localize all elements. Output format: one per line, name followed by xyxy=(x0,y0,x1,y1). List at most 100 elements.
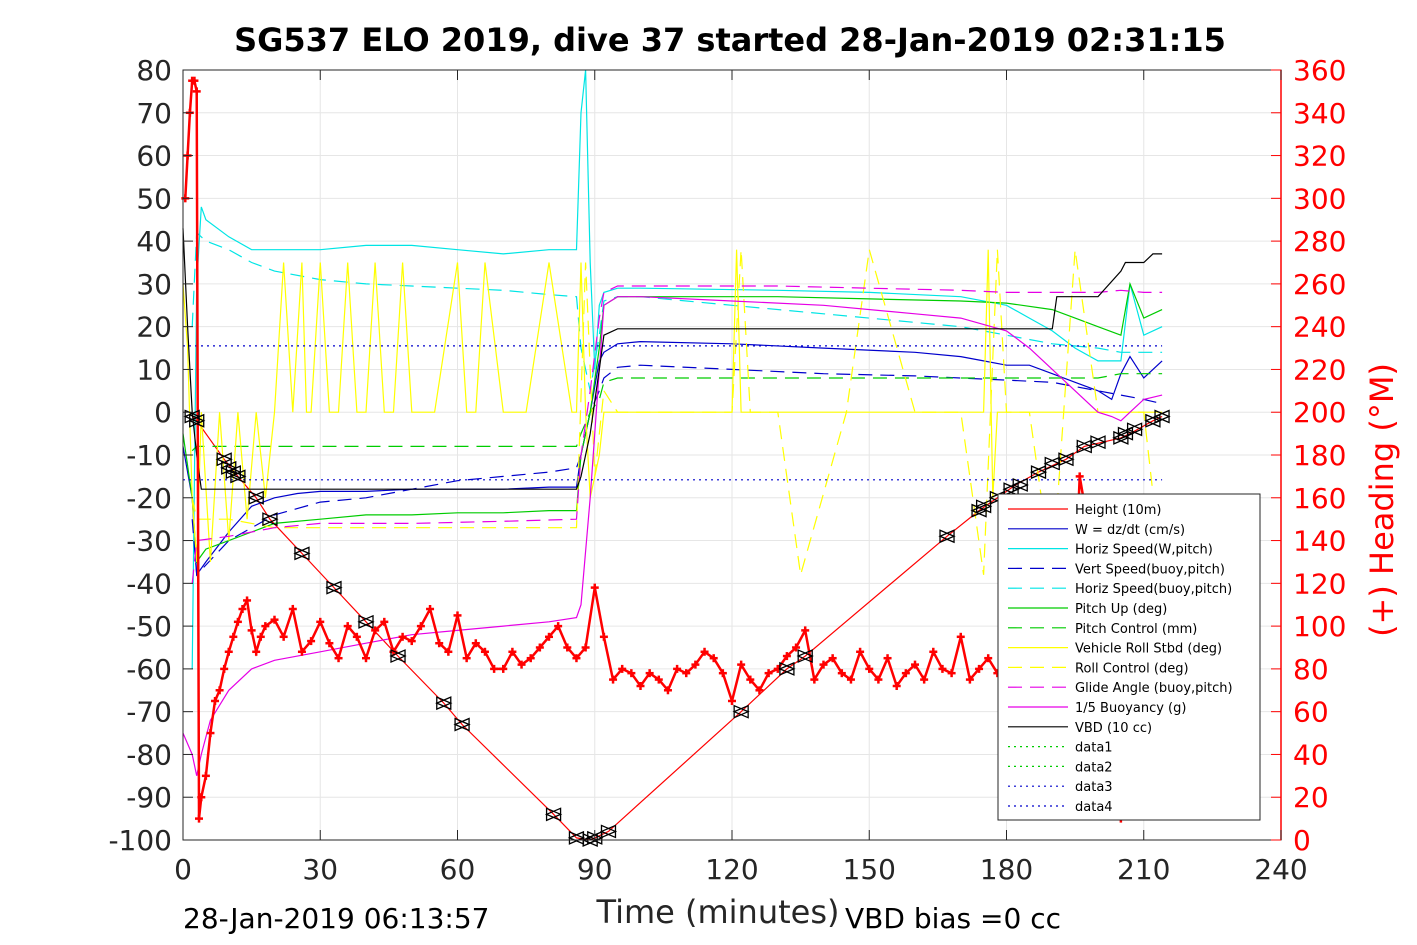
series-line-2 xyxy=(191,69,1163,669)
right-tick-label: 280 xyxy=(1293,225,1346,258)
legend-label: data2 xyxy=(1075,760,1113,775)
triangle-marker-left xyxy=(974,499,992,514)
triangle-marker-left xyxy=(1057,452,1074,467)
y-tick-label: -90 xyxy=(126,781,172,814)
legend-label: Horiz Speed(buoy,pitch) xyxy=(1075,582,1232,597)
x-tick-label: 150 xyxy=(843,853,896,886)
right-tick-label: 160 xyxy=(1293,482,1346,515)
y-tick-label: -20 xyxy=(126,482,172,515)
heading-line xyxy=(184,79,1123,819)
series-line-7 xyxy=(182,249,1163,562)
legend-label: Vert Speed(buoy,pitch) xyxy=(1075,562,1225,577)
right-tick-label: 200 xyxy=(1293,396,1346,429)
legend-label: Glide Angle (buoy,pitch) xyxy=(1075,681,1233,696)
x-tick-label: 210 xyxy=(1117,853,1170,886)
triangle-marker-left xyxy=(732,704,749,719)
y-tick-label: -80 xyxy=(126,738,172,771)
x-axis-label: Time (minutes) xyxy=(596,893,840,931)
triangle-marker-left xyxy=(938,529,955,544)
y-tick-label: -30 xyxy=(126,525,172,558)
series-line-9 xyxy=(191,285,1163,584)
triangle-marker-left xyxy=(247,490,264,505)
footer-timestamp: 28-Jan-2019 06:13:57 xyxy=(183,902,489,935)
triangle-marker-left xyxy=(544,807,562,822)
legend-label: 1/5 Buoyancy (g) xyxy=(1075,701,1186,716)
triangle-marker-left xyxy=(778,661,795,676)
x-tick-label: 120 xyxy=(705,853,758,886)
series-line-11 xyxy=(182,228,1163,490)
legend-label: data3 xyxy=(1075,780,1113,795)
right-tick-label: 340 xyxy=(1293,97,1346,130)
triangle-marker-left xyxy=(1089,435,1106,450)
legend-label: Horiz Speed(W,pitch) xyxy=(1075,543,1213,558)
right-tick-label: 240 xyxy=(1293,311,1346,344)
triangle-marker-left xyxy=(229,469,246,484)
triangle-marker-left xyxy=(1029,465,1047,480)
y-tick-label: 40 xyxy=(136,225,172,258)
series-line-6 xyxy=(191,373,1163,452)
x-tick-label: 90 xyxy=(577,853,613,886)
right-tick-label: 60 xyxy=(1293,696,1329,729)
legend-label: Height (10m) xyxy=(1075,503,1161,518)
y-tick-label: 50 xyxy=(136,182,172,215)
y-tick-label: 70 xyxy=(136,97,172,130)
y-tick-label: -100 xyxy=(108,824,172,857)
series-line-8 xyxy=(191,249,1163,575)
y-tick-label: -40 xyxy=(126,567,172,600)
right-tick-label: 320 xyxy=(1293,140,1346,173)
y-tick-label: 0 xyxy=(154,396,172,429)
y-tick-label: -50 xyxy=(126,610,172,643)
legend-label: Pitch Up (deg) xyxy=(1075,602,1167,617)
y-tick-label: -10 xyxy=(126,439,172,472)
y-tick-label: 10 xyxy=(136,353,172,386)
triangle-marker-left xyxy=(261,512,278,527)
y-tick-label: 60 xyxy=(136,140,172,173)
triangle-marker-left xyxy=(357,614,374,629)
x-tick-label: 240 xyxy=(1254,853,1307,886)
y-tick-label: 20 xyxy=(136,311,172,344)
right-axis-label: (+) Heading (°M) xyxy=(1363,363,1401,637)
triangle-marker-left xyxy=(599,824,617,839)
y-tick-label: -60 xyxy=(126,653,172,686)
triangle-marker-left xyxy=(188,413,205,428)
right-tick-label: 100 xyxy=(1293,610,1346,643)
x-tick-label: 30 xyxy=(302,853,338,886)
axes xyxy=(182,69,1282,841)
right-tick-label: 120 xyxy=(1293,567,1346,600)
x-tick-label: 60 xyxy=(440,853,476,886)
right-tick-label: 140 xyxy=(1293,525,1346,558)
right-tick-label: 80 xyxy=(1293,653,1329,686)
triangle-marker-left xyxy=(435,696,452,711)
triangle-marker-left xyxy=(389,649,406,664)
legend-label: Vehicle Roll Stbd (deg) xyxy=(1075,642,1222,657)
right-tick-label: 0 xyxy=(1293,824,1311,857)
triangle-marker-left xyxy=(293,546,310,561)
triangle-marker-left xyxy=(796,649,813,664)
tick-labels: 0 30 60 90 120 150 180 210 24080706050403020100-… xyxy=(108,54,1346,886)
legend-label: VBD (10 cc) xyxy=(1075,721,1152,736)
legend: Height (10m) W = dz/dt (cm/s) Horiz Speed(… xyxy=(997,493,1261,821)
right-tick-label: 40 xyxy=(1293,738,1329,771)
right-tick-label: 360 xyxy=(1293,54,1346,87)
legend-label: Pitch Control (mm) xyxy=(1075,622,1197,637)
right-tick-label: 300 xyxy=(1293,182,1346,215)
y-tick-label: -70 xyxy=(126,696,172,729)
legend-label: Roll Control (deg) xyxy=(1075,661,1189,676)
right-tick-label: 20 xyxy=(1293,781,1329,814)
triangle-marker-left xyxy=(1125,422,1143,437)
right-tick-label: 180 xyxy=(1293,439,1346,472)
triangle-marker-left xyxy=(453,717,470,732)
right-tick-label: 220 xyxy=(1293,353,1346,386)
triangle-marker-left xyxy=(1011,477,1028,492)
legend-label: W = dz/dt (cm/s) xyxy=(1075,523,1185,538)
chart-title: SG537 ELO 2019, dive 37 started 28-Jan-2… xyxy=(234,21,1226,59)
right-tick-label: 260 xyxy=(1293,268,1346,301)
legend-label: data1 xyxy=(1075,741,1113,756)
triangle-marker-left xyxy=(325,580,342,595)
triangle-marker-left xyxy=(1153,409,1170,424)
series-line-3 xyxy=(191,364,1163,577)
footer-vbd-bias: VBD bias =0 cc xyxy=(845,902,1061,935)
x-tick-label: 0 xyxy=(174,853,192,886)
y-tick-label: 80 xyxy=(136,54,172,87)
